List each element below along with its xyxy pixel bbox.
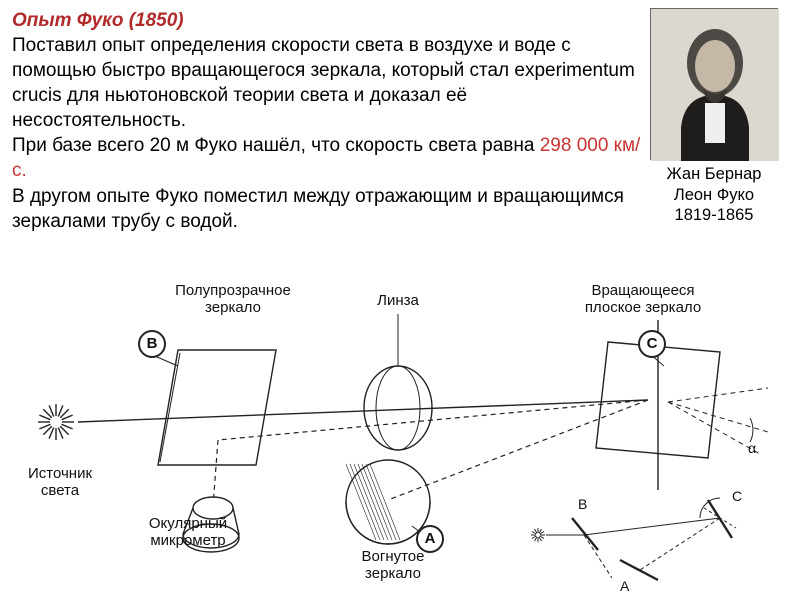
portrait-image: [650, 8, 778, 160]
mini-label-A: A: [620, 578, 629, 594]
text-block: Опыт Фуко (1850) Поставил опыт определен…: [12, 8, 642, 234]
diagram-area: Полупрозрачное зеркало Линза Вращающееся…: [8, 290, 792, 592]
marker-B: B: [138, 330, 166, 358]
label-ocular: Окулярный микрометр: [128, 515, 248, 550]
slide-title: Опыт Фуко (1850): [12, 10, 184, 31]
mini-label-B: B: [578, 496, 587, 512]
label-source: Источник света: [10, 465, 110, 500]
marker-C: C: [638, 330, 666, 358]
label-alpha: α: [748, 440, 756, 456]
label-lens: Линза: [363, 292, 433, 309]
mini-label-C: C: [732, 488, 742, 504]
label-semi-mirror: Полупрозрачное зеркало: [153, 282, 313, 317]
label-rot-mirror: Вращающееся плоское зеркало: [558, 282, 728, 317]
portrait-name-line2: Леон Фуко: [674, 186, 754, 204]
paragraph-1: Поставил опыт определения скорости света…: [12, 35, 635, 131]
portrait-name-line1: Жан Бернар: [667, 165, 762, 183]
portrait-years: 1819-1865: [675, 206, 754, 224]
label-concave: Вогнутое зеркало: [338, 548, 448, 583]
paragraph-2: В другом опыте Фуко поместил между отраж…: [12, 186, 624, 232]
marker-A: A: [416, 525, 444, 553]
base-sentence: При базе всего 20 м Фуко нашёл, что скор…: [12, 135, 540, 156]
portrait-caption: Жан Бернар Леон Фуко 1819-1865: [650, 164, 778, 226]
portrait-block: Жан Бернар Леон Фуко 1819-1865: [650, 8, 778, 226]
